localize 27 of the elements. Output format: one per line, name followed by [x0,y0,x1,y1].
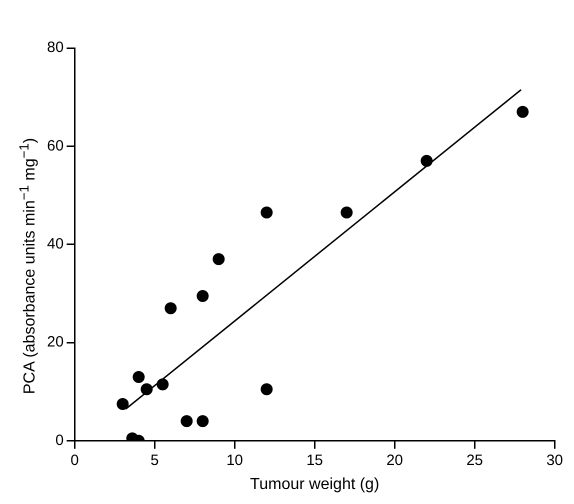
x-tick-label: 10 [226,452,244,469]
point [260,383,273,396]
y-tick-label: 20 [46,334,64,351]
point [212,253,225,266]
point [260,206,273,218]
x-tick-label: 5 [150,452,159,469]
y-tick-label: 60 [46,137,64,154]
y-tick-label: 80 [46,39,64,56]
point [420,154,433,167]
x-tick-label: 15 [306,452,324,469]
point [196,415,209,428]
x-axis-title: Tumour weight (g) [250,476,380,493]
point [116,398,129,410]
y-tick-label: 0 [55,432,64,449]
point [196,290,209,302]
x-tick-label: 20 [386,452,404,469]
point [156,378,169,390]
point [180,415,193,428]
x-tick-label: 25 [466,452,484,469]
point [140,383,153,396]
x-tick-label: 0 [70,452,79,469]
point [340,206,353,218]
x-tick-label: 30 [546,452,563,469]
point [164,302,177,314]
y-tick-label: 40 [46,236,64,253]
point [516,106,529,118]
point [132,370,145,383]
